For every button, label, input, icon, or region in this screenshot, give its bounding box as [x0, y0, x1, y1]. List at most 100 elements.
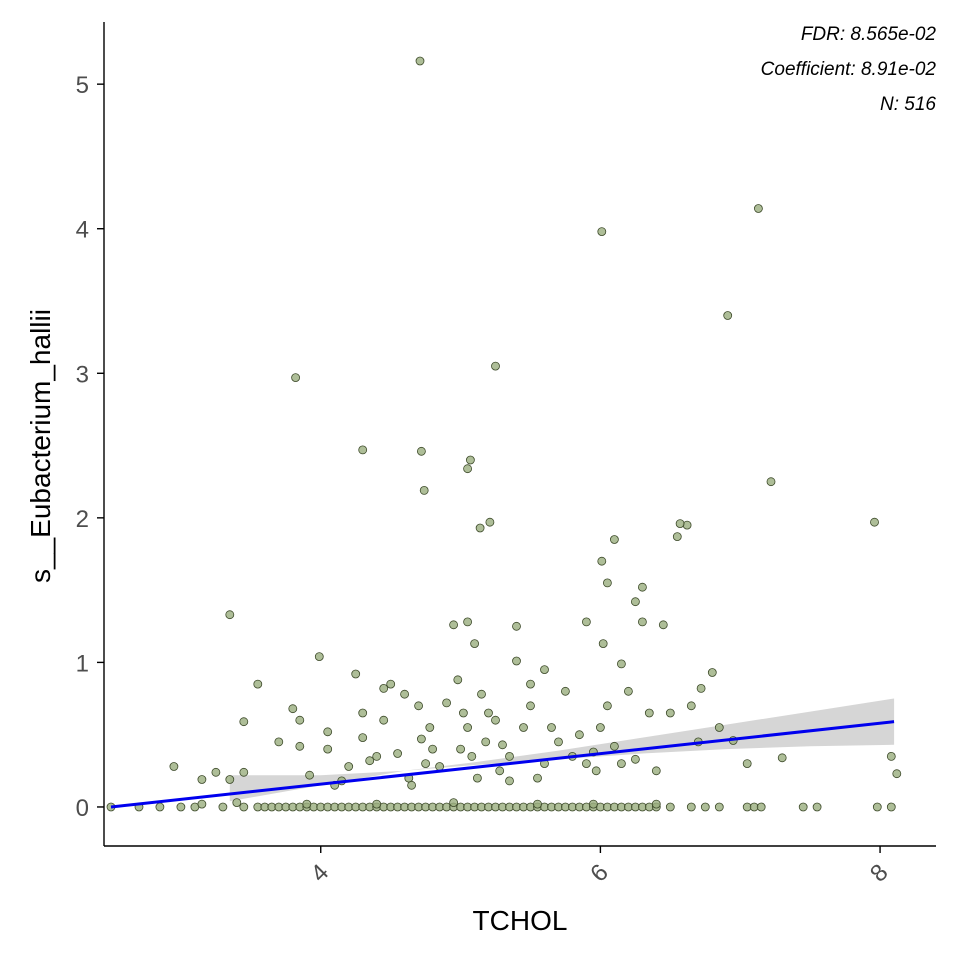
data-point — [610, 741, 619, 751]
data-point — [714, 723, 724, 732]
data-point — [886, 802, 896, 812]
data-point — [665, 802, 675, 812]
data-point — [176, 802, 186, 812]
data-point — [470, 639, 480, 648]
data-point — [638, 617, 647, 627]
data-point — [547, 723, 556, 732]
data-point — [892, 769, 902, 779]
data-point — [467, 752, 477, 761]
data-point — [481, 737, 491, 747]
data-point — [463, 723, 473, 732]
data-point — [453, 675, 463, 685]
data-point — [295, 715, 305, 725]
data-point — [777, 753, 787, 763]
data-point — [617, 659, 626, 669]
data-point — [358, 733, 368, 742]
data-point — [288, 704, 298, 714]
data-point — [415, 56, 425, 66]
data-point — [155, 802, 165, 812]
data-point — [351, 669, 361, 679]
data-point — [512, 656, 521, 666]
data-point — [554, 737, 563, 747]
data-point — [495, 766, 505, 776]
data-point — [365, 756, 375, 766]
data-point — [475, 523, 485, 533]
data-point — [239, 767, 249, 777]
data-point — [512, 621, 521, 631]
data-point — [582, 759, 591, 768]
data-point — [463, 617, 473, 627]
data-point — [714, 802, 724, 812]
data-point — [425, 723, 435, 732]
data-point — [591, 766, 601, 776]
data-point — [533, 773, 542, 783]
data-point — [644, 708, 654, 718]
data-point — [596, 723, 605, 732]
data-point — [477, 689, 486, 699]
data-point — [472, 773, 482, 783]
data-point — [211, 767, 221, 777]
data-point — [491, 715, 500, 725]
data-point — [533, 799, 542, 809]
data-point — [386, 679, 396, 689]
data-point — [526, 701, 535, 711]
data-point — [458, 708, 468, 718]
x-axis-title: TCHOL — [473, 905, 568, 936]
data-point — [400, 689, 410, 699]
data-point — [253, 679, 263, 689]
y-tick-label: 5 — [76, 72, 89, 99]
data-point — [498, 740, 507, 750]
data-point — [456, 744, 466, 754]
data-point — [449, 620, 459, 630]
data-point — [465, 455, 475, 465]
data-point — [379, 715, 389, 725]
data-point — [603, 578, 612, 588]
y-tick-label: 0 — [76, 795, 89, 822]
data-point — [323, 727, 333, 737]
data-point — [484, 708, 493, 718]
y-tick-label: 3 — [76, 361, 89, 388]
data-point — [812, 802, 822, 812]
data-point — [603, 701, 612, 711]
data-point — [886, 752, 896, 761]
data-point — [197, 799, 207, 809]
data-point — [428, 744, 438, 754]
data-point — [597, 227, 607, 237]
data-point — [519, 723, 528, 732]
data-point — [561, 686, 570, 696]
data-point — [169, 762, 179, 771]
x-tick-label: 6 — [585, 859, 614, 888]
axes-layer — [103, 22, 936, 847]
data-point — [372, 799, 382, 809]
data-point — [421, 759, 431, 768]
data-point — [617, 759, 626, 768]
fit-line-layer — [110, 720, 895, 809]
data-point — [225, 610, 235, 620]
data-point — [638, 582, 647, 592]
y-axis-title: s__Eubacterium_hallii — [25, 309, 56, 583]
data-point — [505, 776, 514, 786]
data-point — [442, 698, 452, 708]
data-point — [631, 754, 640, 764]
data-point — [872, 802, 882, 812]
data-point — [372, 752, 382, 761]
data-point — [449, 798, 459, 807]
data-point — [870, 517, 879, 527]
data-point — [575, 730, 584, 740]
data-point — [526, 679, 535, 689]
data-point — [358, 445, 368, 455]
data-point — [485, 517, 495, 527]
data-point — [463, 464, 473, 474]
data-point — [742, 759, 752, 768]
data-point — [540, 665, 549, 674]
data-point — [314, 652, 324, 661]
data-point — [419, 485, 429, 495]
regression-line — [110, 720, 895, 809]
fdr-annotation: FDR: 8.565e-02 — [801, 24, 937, 45]
data-point — [598, 639, 608, 648]
coefficient-annotation: Coefficient: 8.91e-02 — [761, 59, 937, 80]
data-point — [291, 373, 301, 383]
data-point — [631, 597, 640, 607]
data-point — [658, 620, 668, 630]
points-layer — [106, 56, 902, 812]
